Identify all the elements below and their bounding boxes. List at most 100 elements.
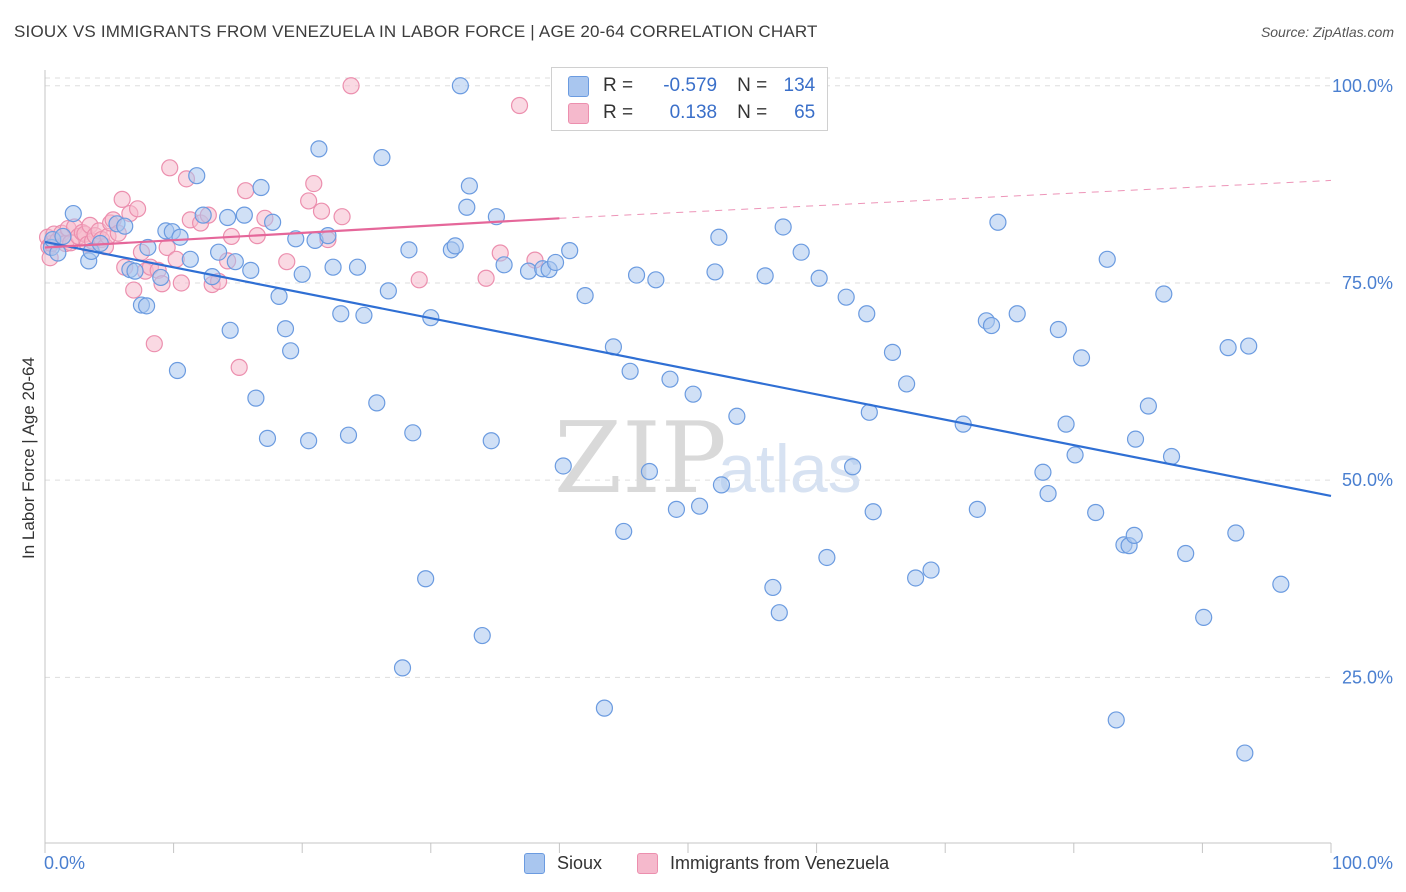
sioux-point <box>379 282 397 300</box>
sioux-point <box>756 267 774 285</box>
venezuela-point <box>312 202 331 220</box>
sioux-point <box>171 228 189 246</box>
sioux-point <box>1098 250 1116 268</box>
sioux-point <box>770 604 788 622</box>
venezuela-point <box>161 159 179 177</box>
sioux-point <box>1066 446 1084 464</box>
legend-swatch-sioux <box>524 853 545 874</box>
legend-label-sioux: Sioux <box>557 853 603 873</box>
x-tick-label-min: 0.0% <box>44 853 85 873</box>
sioux-point <box>64 204 82 223</box>
sioux-point <box>287 230 305 248</box>
chart-title: SIOUX VS IMMIGRANTS FROM VENEZUELA IN LA… <box>14 22 818 41</box>
legend-n-label: N = <box>737 75 768 96</box>
sioux-point <box>615 522 633 541</box>
legend-n-value: 65 <box>794 102 816 123</box>
sioux-trend-line <box>44 240 1332 498</box>
sioux-point <box>764 578 782 597</box>
sioux-point <box>1072 349 1091 367</box>
sioux-point <box>139 238 157 257</box>
sioux-point <box>373 148 391 167</box>
venezuela-point <box>145 335 163 353</box>
sioux-point <box>818 548 836 567</box>
x-tick-label-max: 100.0% <box>1332 853 1393 873</box>
stats-legend: R = -0.579 N = 134 R = 0.138 N = 65 <box>551 67 828 131</box>
series-legend: Sioux Immigrants from Venezuela <box>0 850 1406 880</box>
sioux-point <box>907 569 925 587</box>
legend-row-venezuela: R = 0.138 N = 65 <box>568 100 815 126</box>
sioux-point <box>1219 339 1237 357</box>
source-label: Source: ZipAtlas.com <box>1260 24 1394 40</box>
sioux-point <box>258 429 277 447</box>
sioux-point <box>332 305 350 323</box>
sioux-point <box>546 253 565 272</box>
sioux-point <box>1087 503 1105 522</box>
sioux-point <box>226 253 244 271</box>
sioux-point <box>690 497 709 515</box>
sioux-point <box>621 362 639 380</box>
sioux-point <box>247 389 265 407</box>
sioux-point <box>792 243 810 261</box>
legend-label-venezuela: Immigrants from Venezuela <box>670 853 890 873</box>
sioux-point <box>210 243 228 261</box>
sioux-point <box>837 288 855 306</box>
venezuela-point <box>510 96 529 115</box>
sioux-point <box>221 321 239 339</box>
sioux-point <box>282 342 300 360</box>
sioux-point <box>647 271 665 289</box>
sioux-point <box>1227 524 1245 542</box>
sioux-point <box>922 561 940 579</box>
grid-lines <box>45 77 1331 678</box>
sioux-point <box>982 316 1001 335</box>
legend-item-sioux[interactable]: Sioux <box>524 853 602 874</box>
sioux-point <box>1177 544 1195 563</box>
sioux-point <box>774 218 792 236</box>
sioux-point <box>348 258 367 276</box>
sioux-point <box>252 178 270 197</box>
venezuela-point <box>125 281 143 299</box>
watermark-zip: ZIP <box>554 402 727 516</box>
sioux-point <box>1155 285 1173 303</box>
venezuela-point <box>278 253 296 271</box>
sioux-point <box>276 320 295 338</box>
legend-row-sioux: R = -0.579 N = 134 <box>568 73 815 99</box>
legend-r-value: -0.579 <box>663 75 718 96</box>
sioux-point <box>168 361 187 380</box>
sioux-point <box>844 458 862 476</box>
sioux-point <box>152 268 170 287</box>
sioux-point <box>710 228 728 246</box>
sioux-point <box>126 262 144 280</box>
venezuela-point <box>237 182 255 200</box>
legend-n-value: 134 <box>783 75 816 96</box>
sioux-point <box>1195 608 1213 627</box>
legend-r-label: R = <box>603 75 634 96</box>
venezuela-point <box>333 208 351 226</box>
sioux-point <box>355 306 373 324</box>
legend-r-label: R = <box>603 102 634 123</box>
sioux-point <box>1049 320 1067 339</box>
sioux-point <box>595 699 614 717</box>
sioux-point <box>310 140 328 158</box>
sioux-point <box>968 500 986 518</box>
venezuela-point <box>305 174 323 193</box>
legend-item-venezuela[interactable]: Immigrants from Venezuela <box>637 853 889 874</box>
sioux-point <box>684 385 702 403</box>
sioux-point <box>300 432 318 450</box>
y-tick-label: 50.0% <box>1342 470 1393 490</box>
y-tick-labels: 25.0% 50.0% 75.0% 100.0% <box>1332 76 1393 688</box>
sioux-point <box>137 297 156 315</box>
venezuela-trend-line <box>44 217 560 249</box>
sioux-point <box>188 167 206 185</box>
y-axis-label: In Labor Force | Age 20-64 <box>19 357 38 559</box>
sioux-point <box>1240 337 1258 355</box>
legend-swatch-venezuela <box>637 853 658 874</box>
sioux-point <box>728 407 746 425</box>
watermark-atlas: atlas <box>718 431 862 507</box>
sioux-point <box>339 426 358 444</box>
sioux-point <box>989 213 1007 231</box>
sioux-point <box>519 262 538 280</box>
sioux-point <box>181 250 199 268</box>
venezuela-point <box>410 271 428 289</box>
y-tick-label: 75.0% <box>1342 273 1393 293</box>
